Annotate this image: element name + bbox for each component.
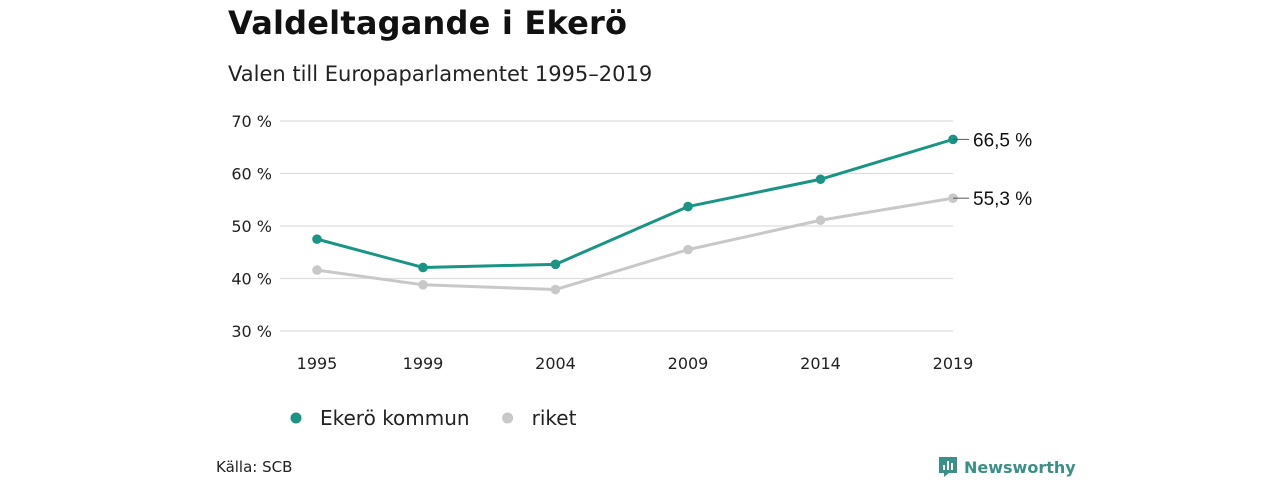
- chart-title: Valdeltagande i Ekerö: [228, 4, 628, 42]
- data-point: [683, 244, 693, 255]
- legend-label: Ekerö kommun: [320, 406, 470, 430]
- y-tick-label: 50 %: [231, 217, 272, 236]
- series-line-riket: [316, 196, 954, 292]
- x-tick-label: 2004: [535, 354, 576, 373]
- data-point: [815, 174, 826, 185]
- series-line-ekerö-kommun: [316, 137, 954, 269]
- end-label: 66,5 %: [973, 130, 1032, 151]
- legend: Ekerö kommun riket: [290, 406, 577, 430]
- data-point: [312, 265, 322, 275]
- gridlines: [280, 120, 953, 332]
- data-point: [418, 280, 428, 290]
- x-tick-label: 2009: [668, 354, 709, 373]
- y-tick-label: 70 %: [231, 112, 272, 131]
- end-label: 55,3 %: [973, 189, 1032, 210]
- brand-name: Newsworthy: [964, 457, 1076, 477]
- x-tick-label: 1995: [297, 354, 338, 373]
- line-chart: 30 % 40 % 50 % 60 % 70 % 1995 1999 2004 2009 201…: [231, 112, 1032, 430]
- source-note: Källa: SCB: [216, 458, 293, 476]
- series-group: 55,3 % 66,5 %: [312, 130, 1032, 295]
- bar-chart-icon: [939, 457, 957, 477]
- y-tick-label: 40 %: [231, 270, 272, 289]
- brand-logo: Newsworthy: [938, 456, 1076, 478]
- y-tick-label: 60 %: [231, 165, 272, 184]
- x-tick-label: 2019: [933, 354, 974, 373]
- data-point: [550, 259, 561, 270]
- data-point: [418, 262, 428, 273]
- x-tick-label: 2014: [800, 354, 841, 373]
- data-point: [815, 215, 826, 226]
- x-tick-label: 1999: [403, 354, 444, 373]
- data-point: [550, 284, 561, 295]
- x-axis-ticks: 1995 1999 2004 2009 2014 2019: [297, 354, 974, 373]
- y-tick-label: 30 %: [231, 322, 272, 341]
- legend-label: riket: [532, 406, 577, 430]
- data-point: [312, 234, 322, 244]
- y-axis-ticks: 30 % 40 % 50 % 60 % 70 %: [231, 112, 272, 341]
- legend-marker: [290, 412, 302, 424]
- data-point: [683, 201, 693, 212]
- chart-subtitle: Valen till Europaparlamentet 1995–2019: [228, 62, 653, 86]
- legend-marker: [502, 412, 514, 424]
